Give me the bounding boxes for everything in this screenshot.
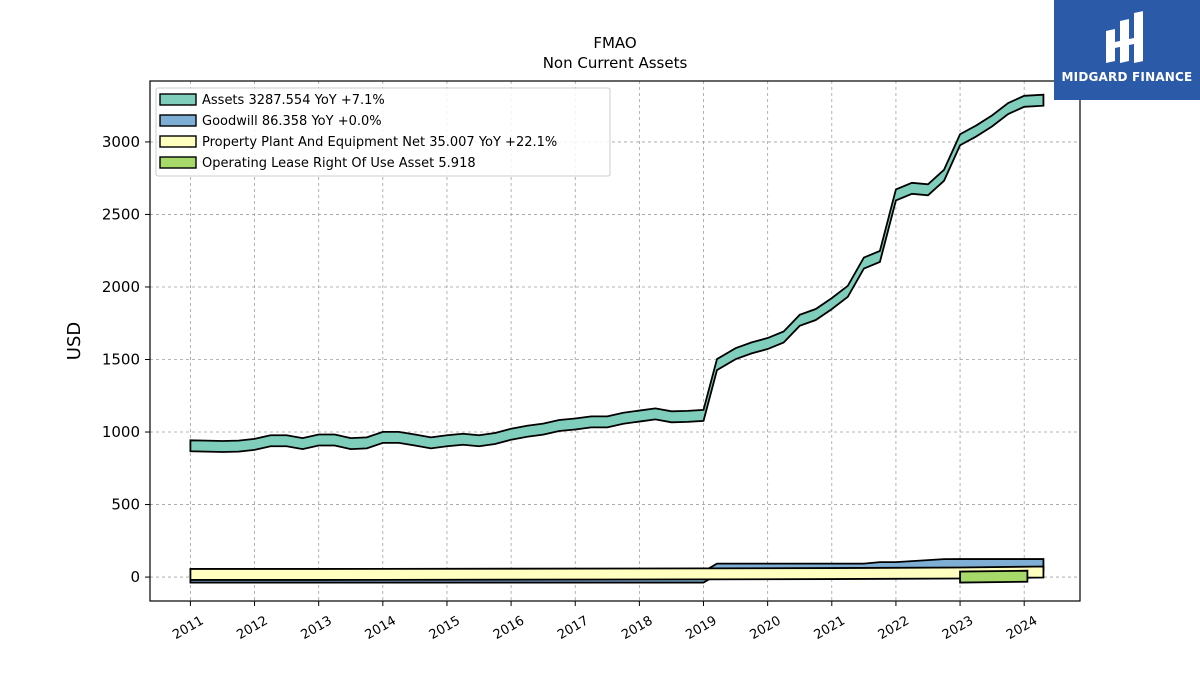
x-tick-label: 2018 (619, 613, 655, 643)
x-tick-label: 2017 (555, 613, 591, 643)
x-tick-label: 2024 (1004, 613, 1040, 643)
y-tick-label: 1500 (102, 350, 140, 368)
series-band-4 (959, 569, 1029, 584)
legend-swatch-1 (159, 93, 197, 106)
x-tick-label: 2020 (747, 613, 783, 643)
y-tick-label: 0 (130, 568, 140, 586)
y-tick-label: 2000 (102, 278, 140, 296)
chart-subtitle: Non Current Assets (543, 54, 688, 72)
x-tick-label: 2016 (491, 613, 527, 643)
x-tick-label: 2013 (299, 613, 335, 643)
brand-logo-mark (1106, 11, 1143, 63)
x-tick-label: 2019 (683, 613, 719, 643)
legend-label-2: Goodwill 86.358 YoY +0.0% (202, 114, 382, 129)
series-band-3 (189, 565, 1045, 581)
y-tick-label: 500 (111, 496, 140, 514)
legend-swatch-2 (159, 114, 197, 127)
chart-title: FMAO (593, 34, 636, 52)
x-tick-label: 2022 (876, 613, 912, 643)
x-axis: 2011 2012 2013 2014 2015 2016 2017 2018 2019 2020… (170, 601, 1040, 643)
plot-frame (149, 80, 1081, 602)
grid (150, 81, 1080, 601)
legend-label-3: Property Plant And Equipment Net 35.007 … (202, 135, 557, 150)
legend-frame (155, 87, 611, 177)
brand-logo: MIDGARD FINANCE (1054, 0, 1200, 100)
y-tick-label: 3000 (102, 133, 140, 151)
y-axis: 0 500 1000 1500 2000 2500 3000 (102, 133, 150, 586)
brand-name: MIDGARD FINANCE (1061, 70, 1193, 84)
y-axis-label: USD (64, 322, 85, 360)
legend-label-4: Operating Lease Right Of Use Asset 5.918 (202, 156, 476, 171)
series-band-1 (189, 93, 1045, 453)
x-tick-label: 2014 (363, 613, 399, 643)
plot-area (189, 93, 1045, 584)
legend-label-1: Assets 3287.554 YoY +7.1% (202, 93, 385, 108)
y-tick-label: 2500 (102, 205, 140, 223)
x-tick-label: 2023 (940, 613, 976, 643)
x-tick-label: 2015 (427, 613, 463, 643)
x-tick-label: 2021 (812, 613, 848, 643)
legend: Assets 3287.554 YoY +7.1% Goodwill 86.358… (155, 87, 611, 177)
legend-swatch-4 (159, 156, 197, 169)
x-tick-label: 2012 (234, 613, 270, 643)
legend-swatch-3 (159, 135, 197, 148)
x-tick-label: 2011 (170, 613, 206, 643)
y-tick-label: 1000 (102, 423, 140, 441)
